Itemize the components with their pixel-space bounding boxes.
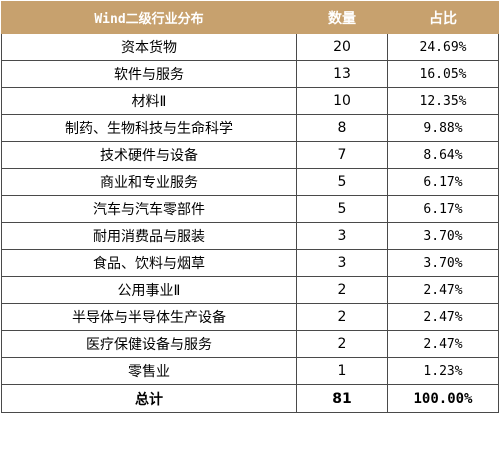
industry-cell: 材料Ⅱ — [1, 87, 297, 115]
table-row: 耐用消费品与服装 3 3.70% — [1, 222, 499, 250]
header-share: 占比 — [387, 1, 499, 34]
table-row: 制药、生物科技与生命科学 8 9.88% — [1, 114, 499, 142]
total-share: 100.00% — [387, 384, 499, 413]
share-cell: 16.05% — [387, 60, 499, 88]
industry-cell: 软件与服务 — [1, 60, 297, 88]
table-row: 材料Ⅱ 10 12.35% — [1, 87, 499, 115]
table-row: 零售业 1 1.23% — [1, 357, 499, 385]
share-cell: 3.70% — [387, 222, 499, 250]
count-cell: 5 — [296, 195, 388, 223]
share-cell: 24.69% — [387, 33, 499, 61]
table-row: 商业和专业服务 5 6.17% — [1, 168, 499, 196]
industry-cell: 资本货物 — [1, 33, 297, 61]
count-cell: 2 — [296, 276, 388, 304]
header-industry: Wind二级行业分布 — [1, 1, 297, 34]
share-cell: 6.17% — [387, 168, 499, 196]
industry-cell: 耐用消费品与服装 — [1, 222, 297, 250]
industry-cell: 零售业 — [1, 357, 297, 385]
share-cell: 6.17% — [387, 195, 499, 223]
industry-cell: 制药、生物科技与生命科学 — [1, 114, 297, 142]
share-cell: 1.23% — [387, 357, 499, 385]
table-row: 食品、饮料与烟草 3 3.70% — [1, 249, 499, 277]
count-cell: 3 — [296, 249, 388, 277]
table-row: 医疗保健设备与服务 2 2.47% — [1, 330, 499, 358]
table-header-row: Wind二级行业分布 数量 占比 — [1, 1, 499, 34]
count-cell: 5 — [296, 168, 388, 196]
table-row: 公用事业Ⅱ 2 2.47% — [1, 276, 499, 304]
total-row: 总计 81 100.00% — [1, 384, 499, 413]
header-count: 数量 — [296, 1, 388, 34]
table-row: 技术硬件与设备 7 8.64% — [1, 141, 499, 169]
industry-cell: 医疗保健设备与服务 — [1, 330, 297, 358]
count-cell: 2 — [296, 303, 388, 331]
count-cell: 20 — [296, 33, 388, 61]
industry-cell: 汽车与汽车零部件 — [1, 195, 297, 223]
share-cell: 2.47% — [387, 276, 499, 304]
share-cell: 12.35% — [387, 87, 499, 115]
table-row: 资本货物 20 24.69% — [1, 33, 499, 61]
table-row: 软件与服务 13 16.05% — [1, 60, 499, 88]
count-cell: 8 — [296, 114, 388, 142]
count-cell: 3 — [296, 222, 388, 250]
total-label: 总计 — [1, 384, 297, 413]
share-cell: 3.70% — [387, 249, 499, 277]
table-row: 半导体与半导体生产设备 2 2.47% — [1, 303, 499, 331]
industry-cell: 半导体与半导体生产设备 — [1, 303, 297, 331]
share-cell: 2.47% — [387, 303, 499, 331]
table-row: 汽车与汽车零部件 5 6.17% — [1, 195, 499, 223]
count-cell: 13 — [296, 60, 388, 88]
share-cell: 2.47% — [387, 330, 499, 358]
share-cell: 9.88% — [387, 114, 499, 142]
industry-distribution-table: Wind二级行业分布 数量 占比 资本货物 20 24.69% 软件与服务 13… — [1, 1, 499, 413]
industry-cell: 技术硬件与设备 — [1, 141, 297, 169]
total-count: 81 — [296, 384, 388, 413]
industry-cell: 公用事业Ⅱ — [1, 276, 297, 304]
count-cell: 1 — [296, 357, 388, 385]
count-cell: 10 — [296, 87, 388, 115]
count-cell: 2 — [296, 330, 388, 358]
industry-cell: 食品、饮料与烟草 — [1, 249, 297, 277]
share-cell: 8.64% — [387, 141, 499, 169]
count-cell: 7 — [296, 141, 388, 169]
industry-cell: 商业和专业服务 — [1, 168, 297, 196]
